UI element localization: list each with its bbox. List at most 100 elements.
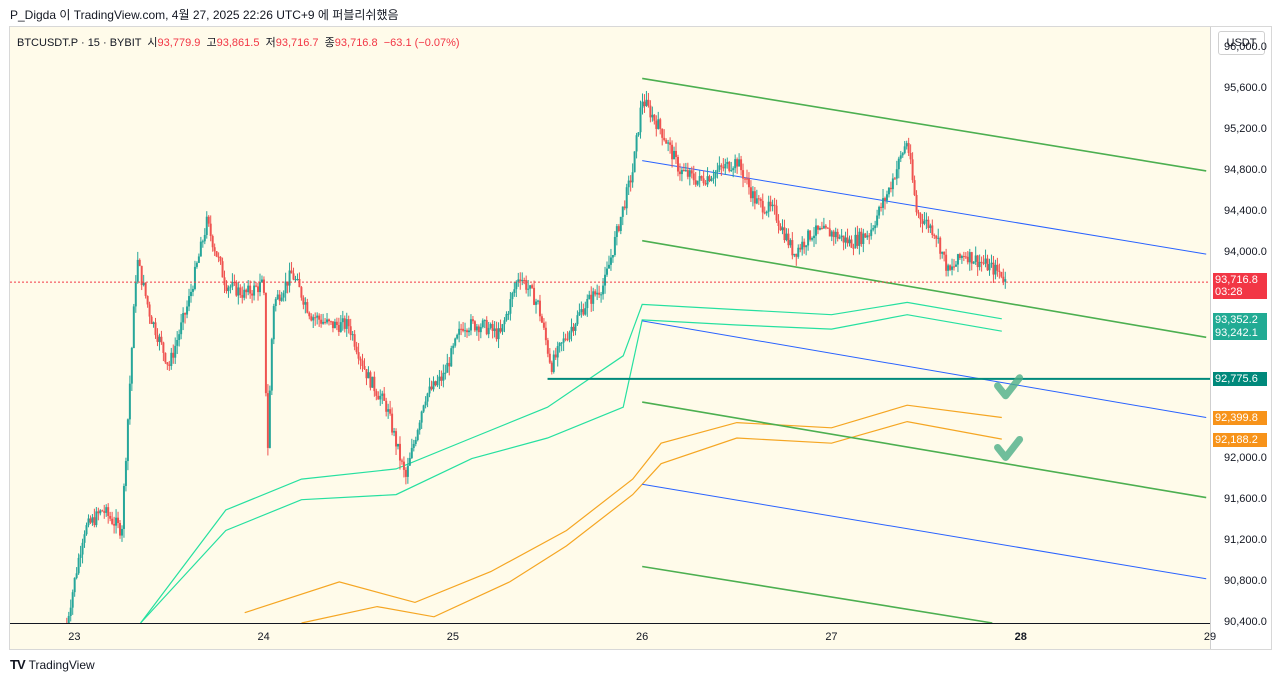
candle-body [728,161,731,171]
channel-lower3 [642,565,993,624]
candle-body [621,206,624,217]
candle-body [136,259,139,282]
candles [65,90,1007,624]
candle-body [117,517,120,524]
candle-body [511,292,514,300]
candle-body [533,287,536,305]
candle-body [85,525,88,535]
candle-body [487,327,490,335]
price-tick: 95,200.0 [1224,122,1267,135]
candle-body [507,313,510,315]
checkmark-icon [994,374,1024,400]
candle-body [150,316,153,325]
chart-frame[interactable]: BTCUSDT.P · 15 · BYBIT 시93,779.9 고93,861… [9,26,1272,650]
candle-body [205,216,208,235]
candle-body [848,239,851,244]
price-tick: 94,800.0 [1224,163,1267,176]
candle-body [929,225,932,228]
candle-body [93,517,96,526]
candle-body [69,607,72,616]
candle-body [184,313,187,315]
candle-body [753,191,756,204]
candle-body [483,320,486,322]
candle-body [436,380,439,386]
candle-body [675,150,678,158]
candle-body [266,393,269,448]
candle-body [876,215,879,226]
candle-body [578,312,581,316]
candle-body [359,358,362,361]
candle-body [864,233,867,238]
open-value: 93,779.9 [157,37,201,49]
candle-body [414,440,417,444]
candle-body [598,292,601,295]
candle-body [730,170,733,172]
candle-body [217,256,220,258]
candle-body [943,251,946,255]
symbol-name[interactable]: BTCUSDT.P · 15 · BYBIT [17,37,142,49]
candle-body [466,330,469,333]
candle-body [182,313,185,323]
candle-body [296,278,299,280]
candle-body [844,237,847,243]
candle-body [501,324,504,332]
candle-body [193,266,196,289]
candle-body [395,431,398,447]
candle-body [339,322,342,332]
footer[interactable]: TV TradingView [10,657,95,672]
candle-body [619,216,622,231]
candle-body [606,268,609,275]
candle-body [310,316,313,321]
candle-body [464,330,467,332]
candle-body [221,261,224,278]
channel-lower [642,239,1207,339]
currency-button[interactable]: USDT [1218,31,1265,55]
candle-body [219,257,222,262]
candle-body [259,282,261,293]
candle-body [838,237,841,239]
candle-body [931,225,934,235]
candle-body [757,198,760,200]
candle-body [152,322,155,325]
candle-body [294,279,297,281]
candle-body [75,573,78,578]
candle-body [515,281,518,290]
channel-mid-upper [642,160,1207,255]
candle-body [615,226,618,237]
candle-body [377,395,380,400]
price-lines [10,281,1210,380]
candle-body [911,159,914,181]
candle-body [653,114,656,121]
candle-body [850,239,853,248]
candle-body [657,119,660,129]
candle-body [365,369,368,379]
candle-body [899,155,902,159]
candle-body [623,206,626,209]
candle-body [503,320,506,325]
candle-body [974,255,977,262]
candle-body [678,171,681,175]
candle-body [600,294,603,296]
candle-body [751,191,754,199]
candle-body [897,158,900,170]
candle-body [491,324,494,332]
candle-body [231,281,234,287]
candle-body [438,376,441,381]
envelope-orange-lower [301,420,1002,624]
chart-plot[interactable] [10,27,1210,624]
candle-body [536,300,539,302]
candle-body [71,592,74,608]
candle-body [807,230,810,246]
price-tick: 94,400.0 [1224,204,1267,217]
price-tick: 92,000.0 [1224,451,1267,464]
candle-body [846,237,849,244]
channel-mid3 [642,483,1207,580]
candle-body [107,507,110,516]
checkmark-icon [994,435,1024,461]
envelopes [140,301,1002,624]
candle-body [633,151,636,173]
candle-body [249,285,252,294]
tradingview-brand: TradingView [28,657,95,672]
candle-body [469,319,472,331]
candle-body [229,286,232,288]
